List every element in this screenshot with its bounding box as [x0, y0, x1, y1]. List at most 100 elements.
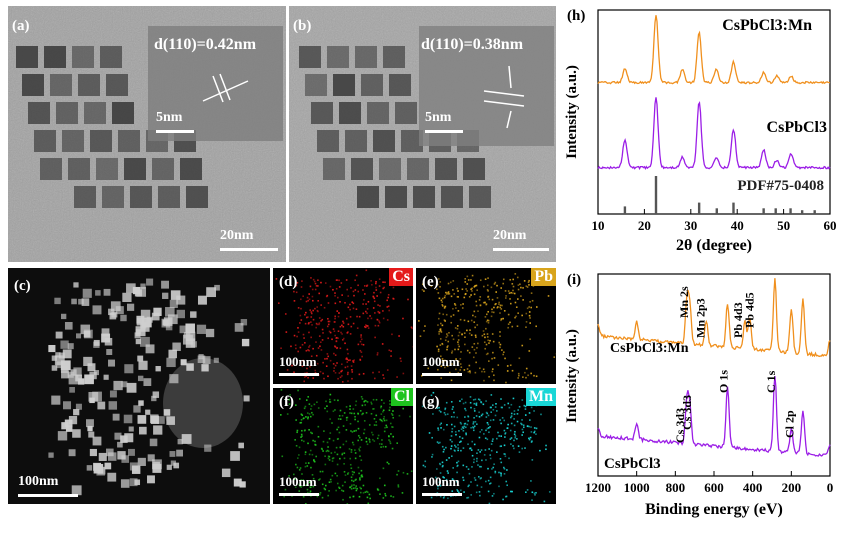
eds-signal-dot	[456, 465, 458, 468]
eds-signal-dot	[402, 317, 404, 320]
eds-signal-dot	[359, 446, 362, 449]
nanocube	[238, 442, 244, 449]
xps-x-tick-label: 200	[782, 480, 802, 495]
panel-label-i: (i)	[567, 272, 582, 288]
eds-signal-dot	[312, 318, 315, 321]
eds-signal-dot	[367, 491, 369, 494]
eds-signal-dot	[389, 400, 391, 402]
nanocube	[133, 405, 141, 413]
eds-signal-dot	[446, 365, 449, 367]
eds-signal-dot	[471, 290, 473, 292]
eds-signal-dot	[402, 407, 405, 410]
nanocube	[92, 305, 102, 315]
eds-signal-dot	[441, 324, 444, 327]
eds-signal-dot	[400, 360, 402, 362]
xps-y-axis-label: Intensity (a.u.)	[564, 329, 580, 423]
eds-signal-dot	[295, 284, 298, 287]
eds-signal-dot	[511, 490, 513, 493]
eds-signal-dot	[329, 418, 331, 420]
eds-signal-dot	[427, 367, 430, 370]
eds-signal-dot	[528, 284, 530, 286]
eds-signal-dot	[548, 491, 551, 493]
eds-signal-dot	[356, 315, 358, 318]
eds-signal-dot	[530, 292, 533, 294]
eds-signal-dot	[491, 298, 494, 301]
eds-signal-dot	[522, 424, 525, 427]
eds-signal-dot	[526, 286, 529, 288]
eds-signal-dot	[382, 445, 385, 448]
eds-signal-dot	[341, 452, 344, 455]
nanocube	[111, 311, 118, 318]
eds-signal-dot	[311, 411, 313, 414]
eds-signal-dot	[307, 376, 309, 379]
eds-signal-dot	[424, 325, 426, 327]
eds-signal-dot	[495, 403, 497, 405]
eds-signal-dot	[316, 362, 319, 365]
eds-signal-dot	[366, 324, 368, 327]
eds-signal-dot	[349, 463, 352, 466]
eds-signal-dot	[341, 484, 344, 487]
eds-signal-dot	[349, 412, 351, 414]
fringe-spacing-a: d(110)=0.42nm	[154, 36, 257, 53]
eds-signal-dot	[438, 333, 440, 335]
eds-signal-dot	[448, 292, 451, 295]
eds-signal-dot	[345, 419, 348, 421]
eds-signal-dot	[374, 324, 377, 327]
eds-signal-dot	[307, 416, 309, 419]
nanocube	[221, 468, 231, 478]
eds-signal-dot	[305, 316, 308, 319]
eds-signal-dot	[351, 484, 353, 487]
eds-signal-dot	[442, 464, 444, 467]
nanocube	[104, 462, 112, 470]
eds-signal-dot	[456, 416, 459, 419]
eds-signal-dot	[352, 360, 354, 362]
nanocube	[170, 290, 181, 300]
eds-signal-dot	[309, 309, 312, 311]
eds-signal-dot	[319, 341, 322, 344]
eds-signal-dot	[387, 462, 390, 465]
eds-signal-dot	[339, 457, 341, 460]
eds-signal-dot	[387, 435, 390, 437]
eds-signal-dot	[390, 433, 392, 435]
eds-signal-dot	[464, 422, 467, 425]
eds-signal-dot	[328, 459, 331, 461]
eds-signal-dot	[481, 459, 483, 462]
nanocube	[137, 375, 144, 382]
eds-signal-dot	[462, 476, 464, 479]
eds-signal-dot	[376, 487, 379, 490]
xrd-reference-bar	[623, 206, 627, 214]
eds-signal-dot	[477, 310, 479, 312]
eds-signal-dot	[485, 327, 487, 330]
nanocube	[190, 311, 197, 318]
eds-signal-dot	[502, 317, 504, 320]
eds-signal-dot	[533, 410, 535, 412]
eds-signal-dot	[315, 455, 318, 458]
eds-signal-dot	[410, 470, 413, 473]
eds-signal-dot	[458, 441, 461, 444]
eds-signal-dot	[465, 409, 467, 412]
eds-signal-dot	[337, 330, 340, 333]
eds-signal-dot	[464, 343, 466, 346]
nanocube	[151, 312, 160, 321]
eds-signal-dot	[451, 334, 453, 337]
nanocube	[161, 280, 170, 289]
nanocube	[123, 414, 133, 424]
eds-signal-dot	[334, 302, 337, 305]
eds-signal-dot	[374, 336, 376, 339]
eds-signal-dot	[451, 352, 453, 354]
eds-signal-dot	[314, 372, 317, 374]
eds-signal-dot	[485, 400, 487, 402]
eds-signal-dot	[295, 463, 297, 466]
eds-signal-dot	[382, 417, 385, 420]
eds-signal-dot	[295, 347, 297, 350]
eds-signal-dot	[377, 310, 380, 313]
eds-signal-dot	[460, 304, 462, 306]
eds-signal-dot	[334, 315, 336, 318]
xrd-legend-pure: CsPbCl3	[767, 119, 827, 136]
eds-signal-dot	[440, 299, 443, 302]
nanocube	[108, 308, 115, 316]
eds-signal-dot	[326, 449, 329, 452]
panel-label-d: (d)	[279, 274, 298, 290]
eds-signal-dot	[498, 435, 500, 437]
scale-bar-a	[220, 248, 278, 251]
